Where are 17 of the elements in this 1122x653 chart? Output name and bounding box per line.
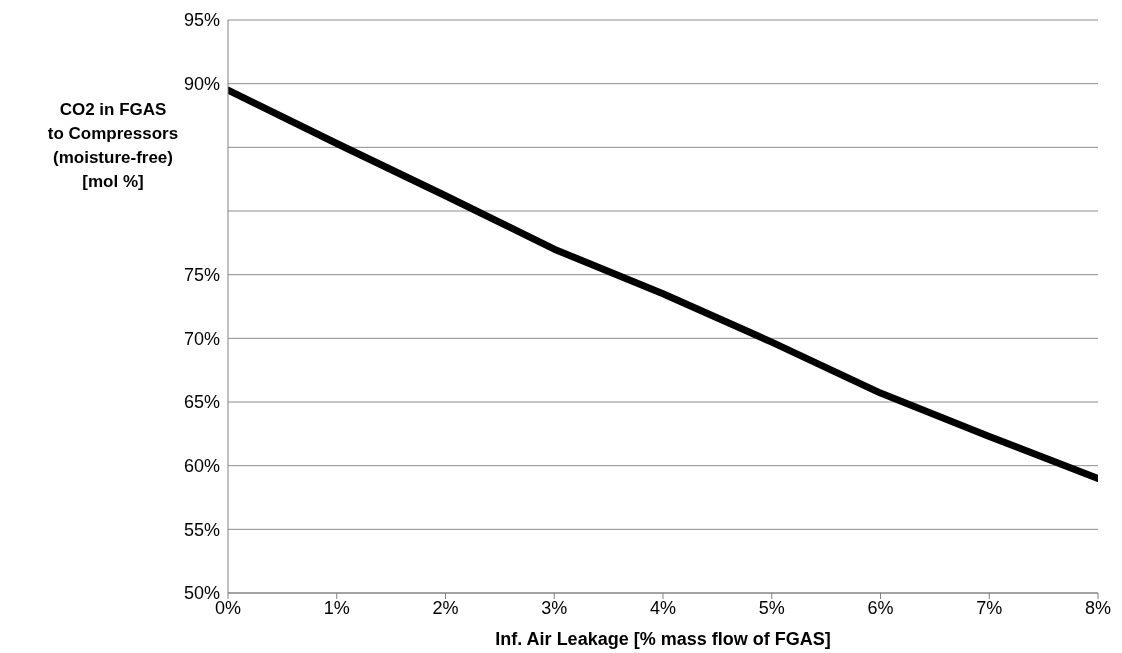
x-tick-label: 2% [432, 597, 459, 618]
x-tick-label: 5% [758, 597, 785, 618]
y-tick-label: 75% [183, 265, 220, 286]
y-tick-label: 65% [183, 392, 220, 413]
y-tick-label: 90% [183, 74, 220, 95]
x-tick-label: 3% [541, 597, 568, 618]
x-tick-label: 8% [1084, 597, 1112, 618]
y-tick-label: 95% [183, 10, 220, 31]
y-tick-label: 70% [183, 328, 220, 349]
x-tick-label: 4% [649, 597, 677, 618]
y-tick-label: 55% [183, 519, 220, 540]
x-axis-title: Inf. Air Leakage [% mass flow of FGAS] [495, 629, 831, 649]
x-tick-label: 6% [867, 597, 894, 618]
y-axis-title: CO2 in FGAS to Compressors (moisture-free) [mol %] [8, 98, 218, 194]
x-tick-label: 1% [323, 597, 350, 618]
y-tick-label: 60% [183, 456, 220, 477]
x-tick-label: 7% [976, 597, 1003, 618]
